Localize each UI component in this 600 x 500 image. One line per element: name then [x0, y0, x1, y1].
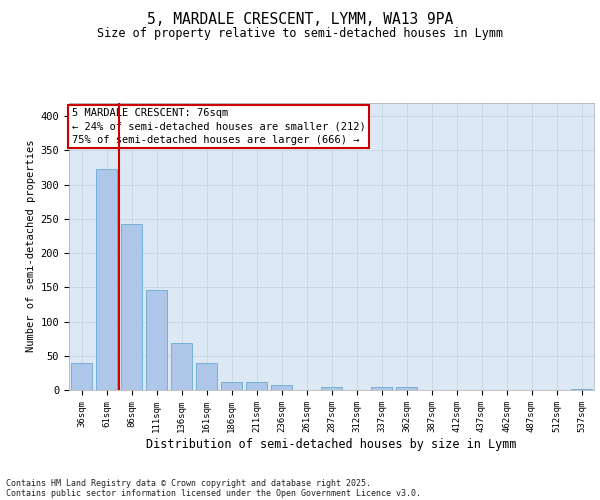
Bar [71, 362, 92, 390]
Text: 5 MARDALE CRESCENT: 76sqm
← 24% of semi-detached houses are smaller (212)
75% of: 5 MARDALE CRESCENT: 76sqm ← 24% of semi-… [71, 108, 365, 144]
Text: Contains HM Land Registry data © Crown copyright and database right 2025.: Contains HM Land Registry data © Crown c… [6, 478, 371, 488]
Bar [221, 382, 242, 390]
Bar [246, 382, 267, 390]
Bar [96, 169, 117, 390]
Bar [146, 290, 167, 390]
Y-axis label: Number of semi-detached properties: Number of semi-detached properties [26, 140, 37, 352]
Bar [321, 388, 342, 390]
Text: 5, MARDALE CRESCENT, LYMM, WA13 9PA: 5, MARDALE CRESCENT, LYMM, WA13 9PA [147, 12, 453, 28]
Bar [196, 362, 217, 390]
Bar [271, 385, 292, 390]
Bar [396, 386, 417, 390]
Bar [121, 224, 142, 390]
Bar [171, 344, 192, 390]
X-axis label: Distribution of semi-detached houses by size in Lymm: Distribution of semi-detached houses by … [146, 438, 517, 450]
Text: Size of property relative to semi-detached houses in Lymm: Size of property relative to semi-detach… [97, 28, 503, 40]
Bar [371, 386, 392, 390]
Text: Contains public sector information licensed under the Open Government Licence v3: Contains public sector information licen… [6, 488, 421, 498]
